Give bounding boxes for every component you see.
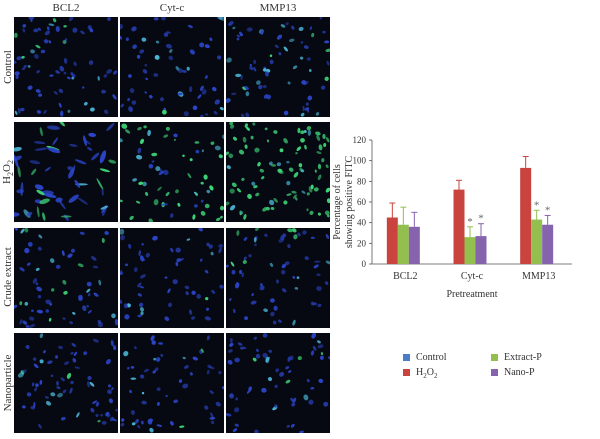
row-label-h2o2: H2O2 (0, 160, 16, 184)
legend-swatch-nano-p (491, 369, 498, 377)
y-tick-label: 40 (357, 218, 367, 228)
column-label-bcl2: BCL2 (52, 2, 80, 14)
micrograph-nanoparticle-cyt-c (120, 333, 224, 433)
y-tick-label: 60 (357, 197, 367, 207)
legend-control: Control (403, 352, 447, 363)
significance-marker: * (545, 204, 551, 216)
legend-label-extract-p: Extract-P (504, 352, 542, 363)
column-label-cytc: Cyt-c (159, 2, 185, 14)
micrograph-h2o2-cyt-c (120, 122, 224, 222)
legend-swatch-h2o2 (403, 369, 410, 377)
bar-chart: 0 20 40 60 80 100 120 BCL2 * * Cyt-c * * MMP13 Pretrea… (332, 135, 572, 300)
micrograph-control-bcl2 (14, 17, 118, 117)
micrograph-crude-extract-mmp13 (226, 228, 330, 328)
legend-label-control: Control (416, 352, 447, 363)
bar-nano-p-bcl2 (408, 226, 420, 264)
x-axis-title: Pretreatment (446, 289, 497, 300)
legend-label-h2o2: H2O2 (416, 367, 438, 380)
micrograph-crude-extract-bcl2 (14, 228, 118, 328)
x-tick-label-bcl2: BCL2 (393, 271, 417, 282)
legend-label-nano-p: Nano-P (504, 367, 535, 378)
significance-marker: * (467, 216, 473, 228)
micrograph-control-mmp13 (226, 17, 330, 117)
bar-h2o2-cyt-c (453, 189, 465, 264)
micrograph-nanoparticle-mmp13 (226, 333, 330, 433)
legend-swatch-extract-p (491, 354, 498, 362)
bar-h2o2-bcl2 (386, 217, 398, 264)
y-axis-title-line1: Percentage of cells (332, 164, 343, 240)
x-tick-label-mmp13: MMP13 (522, 271, 555, 282)
y-tick-label: 20 (357, 238, 367, 248)
bar-extract-p-bcl2 (397, 224, 409, 264)
row-label-crude-extract: Crude extract (2, 247, 14, 307)
bar-extract-p-mmp13 (531, 219, 543, 264)
bar-extract-p-cyt-c (464, 237, 476, 264)
bar-h2o2-mmp13 (520, 167, 532, 264)
significance-marker: * (534, 199, 540, 211)
legend-swatch-control (403, 354, 410, 362)
micrograph-h2o2-mmp13 (226, 122, 330, 222)
y-tick-label: 100 (353, 156, 367, 166)
micrograph-crude-extract-cyt-c (120, 228, 224, 328)
y-tick-label: 0 (362, 259, 367, 269)
micrograph-control-cyt-c (120, 17, 224, 117)
row-label-control: Control (2, 50, 14, 84)
legend-extract-p: Extract-P (491, 352, 542, 363)
y-tick-label: 80 (357, 176, 367, 186)
column-label-mmp13: MMP13 (259, 2, 297, 14)
y-axis-title-line2: showing positive FITC (344, 156, 355, 249)
legend-h2o2: H2O2 (403, 367, 437, 380)
significance-marker: * (478, 213, 484, 225)
bar-nano-p-cyt-c (475, 236, 487, 264)
legend-nano-p: Nano-P (491, 367, 535, 378)
y-tick-label: 120 (353, 135, 367, 145)
micrograph-h2o2-bcl2 (14, 122, 118, 222)
row-label-nanoparticle: Nanoparticle (2, 354, 14, 412)
x-tick-label-cyt-c: Cyt-c (461, 271, 484, 282)
micrograph-nanoparticle-bcl2 (14, 333, 118, 433)
bar-nano-p-mmp13 (542, 224, 554, 264)
